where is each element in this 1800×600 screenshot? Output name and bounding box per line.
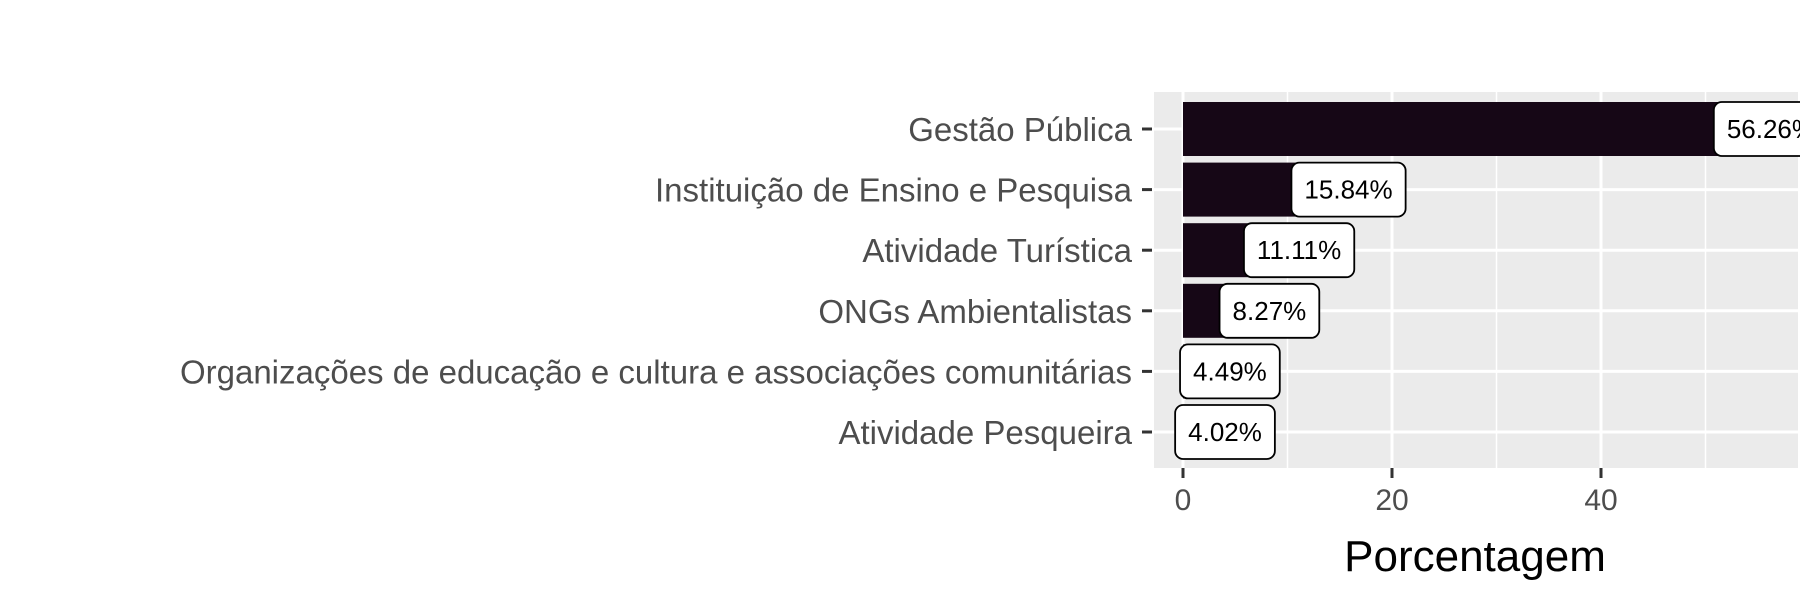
bar <box>1183 102 1771 156</box>
data-label: 8.27% <box>1233 296 1307 326</box>
data-label: 11.11% <box>1257 235 1341 265</box>
y-axis: Gestão Pública Instituição de Ensino e Pe… <box>180 111 1152 451</box>
data-label-box <box>1179 343 1281 400</box>
data-label-group: 8.27% <box>1218 282 1321 339</box>
data-label-group: 56.26% <box>1712 101 1800 157</box>
data-label: 56.26% <box>1727 114 1800 144</box>
data-label-group: 4.02% <box>1174 404 1276 460</box>
data-label: 4.49% <box>1193 356 1267 386</box>
data-label-group: 11.11% <box>1243 222 1356 279</box>
data-label-group: 15.84% <box>1290 161 1407 218</box>
data-label-box <box>1218 282 1321 339</box>
data-labels: 56.26% 15.84% 11.11% 8.27% 4.49% 4.02% <box>1174 101 1800 460</box>
category-label: ONGs Ambientalistas <box>818 293 1132 330</box>
x-tick-label: 40 <box>1584 484 1617 517</box>
data-label-box <box>1712 101 1800 157</box>
category-label: Instituição de Ensino e Pesquisa <box>655 172 1133 209</box>
x-axis: 0 20 40 <box>1175 468 1618 517</box>
category-label: Atividade Pesqueira <box>838 414 1132 451</box>
data-label-box <box>1174 404 1276 460</box>
category-label: Atividade Turística <box>862 232 1132 269</box>
x-axis-title: Porcentagem <box>1344 532 1606 581</box>
x-tick-label: 20 <box>1375 484 1408 517</box>
data-label: 4.02% <box>1188 417 1262 447</box>
x-tick-label: 0 <box>1175 484 1192 517</box>
data-label-group: 4.49% <box>1179 343 1281 400</box>
category-label: Gestão Pública <box>908 111 1132 148</box>
data-label-box <box>1243 222 1356 279</box>
data-label: 15.84% <box>1304 175 1392 205</box>
data-label-box <box>1290 161 1407 218</box>
category-label: Organizações de educação e cultura e ass… <box>180 353 1132 390</box>
